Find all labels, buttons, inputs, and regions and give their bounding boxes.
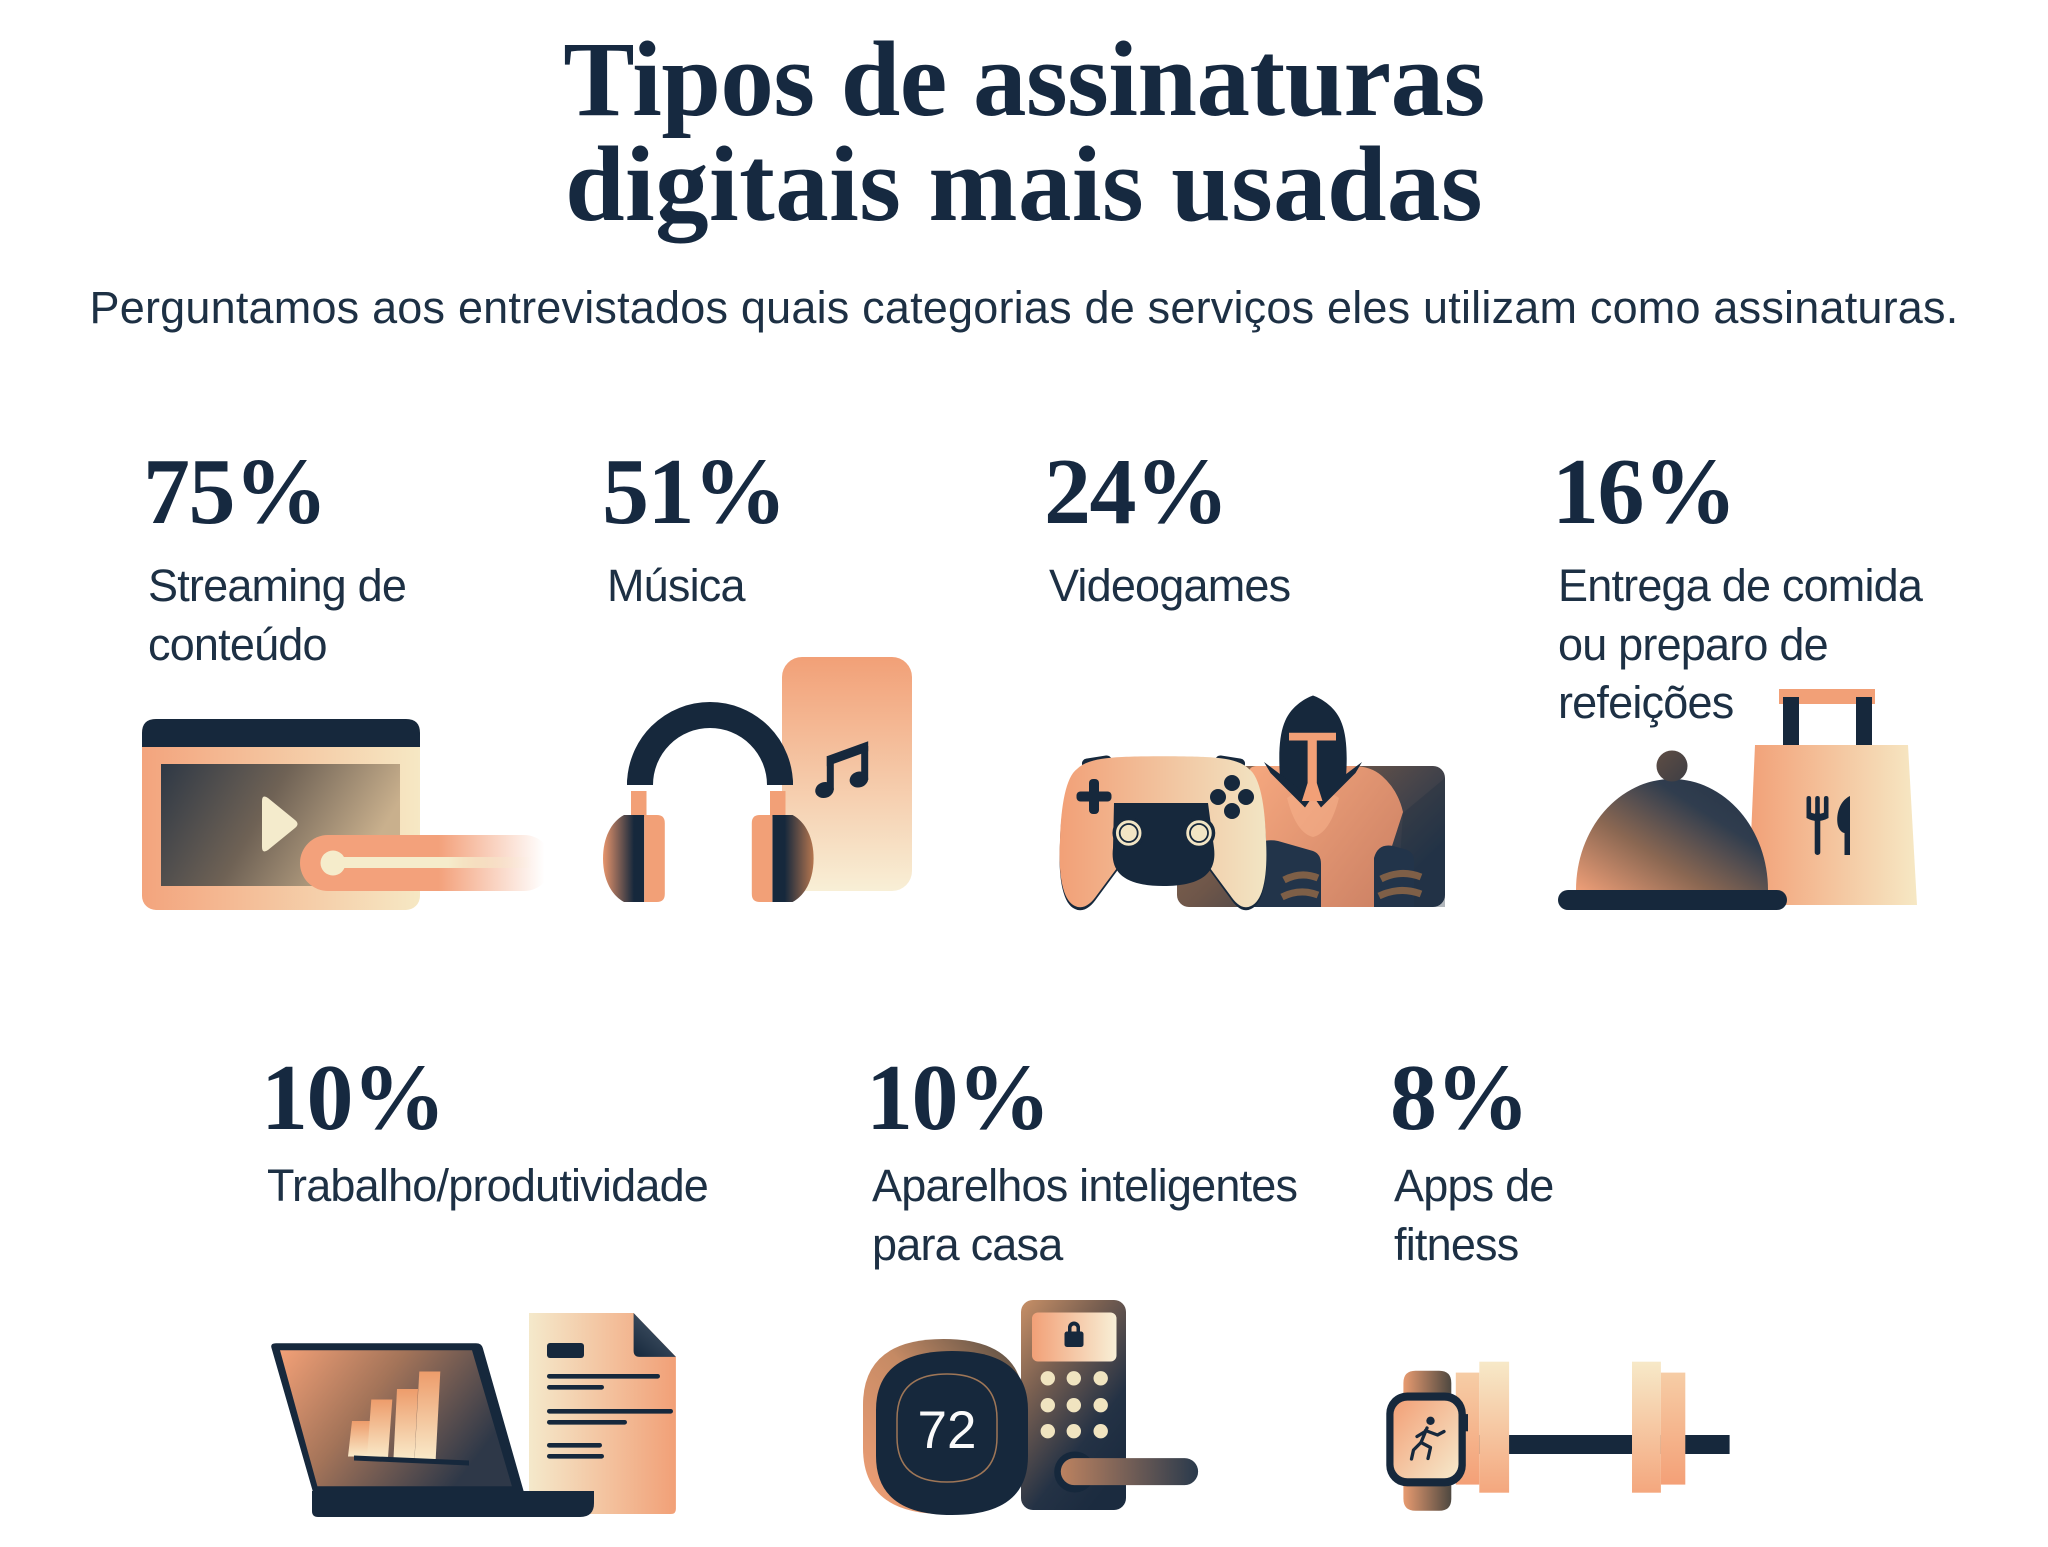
svg-text:72: 72 — [918, 1401, 977, 1460]
